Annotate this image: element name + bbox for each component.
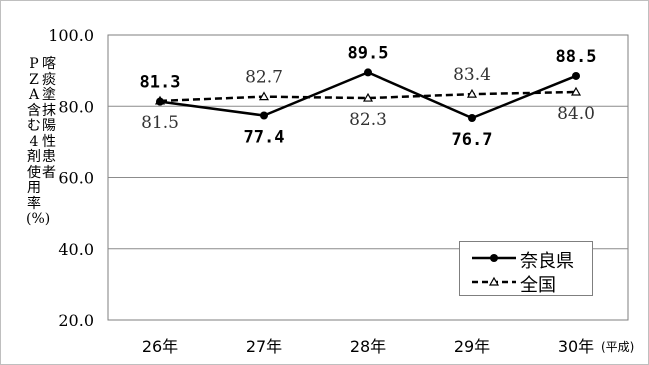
data-point-national bbox=[362, 92, 374, 102]
data-point-national bbox=[466, 88, 478, 98]
data-label-nara: 89.5 bbox=[348, 43, 389, 63]
data-label-national: 82.7 bbox=[245, 68, 283, 88]
data-point-nara bbox=[364, 68, 372, 77]
y-tick-label: 60.0 bbox=[58, 169, 94, 188]
y-tick-label: 100.0 bbox=[48, 26, 94, 45]
legend-swatch-national bbox=[472, 276, 516, 286]
data-label-nara: 88.5 bbox=[556, 47, 597, 67]
data-label-nara: 77.4 bbox=[244, 128, 285, 148]
y-tick-label: 20.0 bbox=[58, 311, 94, 330]
data-point-nara bbox=[156, 97, 164, 106]
y-axis-label-line-2: PZA含む4剤使用率(%) bbox=[26, 56, 51, 227]
x-tick-label: 27年 bbox=[246, 337, 282, 356]
data-point-nara bbox=[468, 114, 476, 123]
data-point-nara bbox=[260, 111, 268, 120]
y-tick-label: 80.0 bbox=[58, 97, 94, 116]
data-point-national bbox=[570, 86, 582, 96]
legend-label-nara: 奈良県 bbox=[520, 251, 574, 272]
data-point-nara bbox=[572, 71, 580, 80]
x-axis-unit-label: (平成) bbox=[601, 340, 635, 354]
y-tick-label: 40.0 bbox=[58, 240, 94, 259]
data-label-national: 84.0 bbox=[557, 104, 595, 124]
y-axis-label-line-1: 喀痰塗抹陽性患者 bbox=[42, 56, 56, 181]
legend-label-national: 全国 bbox=[520, 275, 556, 296]
x-tick-label: 26年 bbox=[142, 337, 178, 356]
data-label-nara: 81.3 bbox=[140, 73, 181, 93]
legend-item-national: 全国 bbox=[468, 270, 592, 296]
data-label-national: 83.4 bbox=[453, 65, 491, 85]
data-label-national: 82.3 bbox=[349, 110, 387, 130]
data-label-nara: 76.7 bbox=[452, 130, 493, 150]
legend-item-nara: 奈良県 bbox=[468, 246, 592, 272]
data-point-national bbox=[258, 91, 270, 101]
legend-swatch-nara bbox=[472, 254, 516, 262]
data-label-national: 81.5 bbox=[141, 113, 179, 133]
legend: 奈良県 全国 bbox=[459, 241, 593, 296]
x-tick-label: 30年 bbox=[558, 337, 594, 356]
series-line-1 bbox=[159, 90, 577, 103]
x-tick-label: 29年 bbox=[454, 337, 490, 356]
x-tick-label: 28年 bbox=[350, 337, 386, 356]
